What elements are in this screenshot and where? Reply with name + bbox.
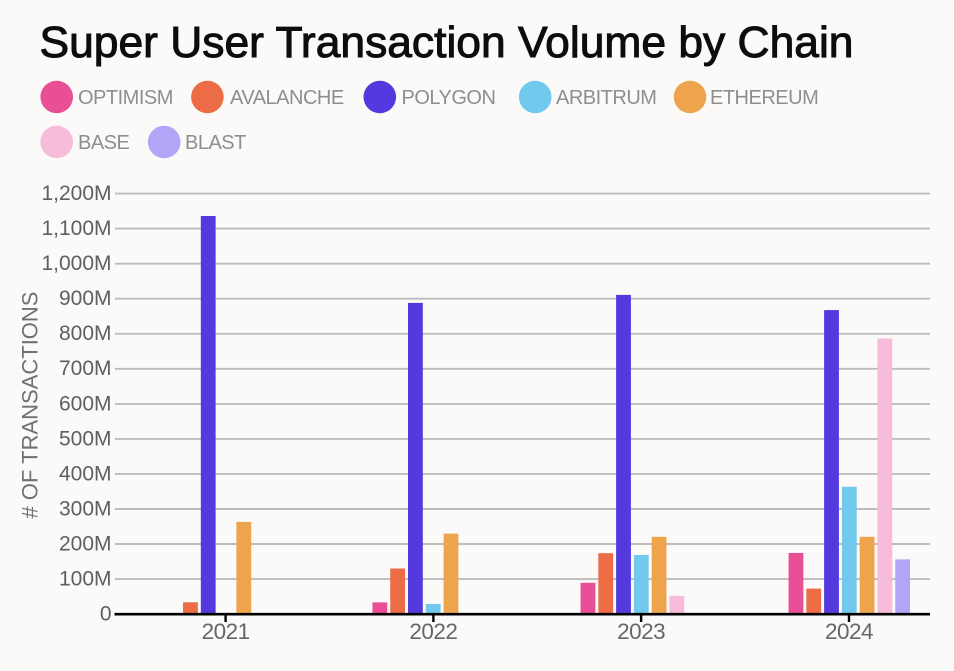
svg-text:ARBITRUM: ARBITRUM bbox=[556, 87, 656, 109]
svg-text:BLAST: BLAST bbox=[185, 132, 246, 154]
svg-text:2024: 2024 bbox=[825, 619, 873, 644]
svg-text:AVALANCHE: AVALANCHE bbox=[230, 87, 344, 109]
svg-text:200M: 200M bbox=[59, 532, 112, 555]
svg-text:2022: 2022 bbox=[409, 619, 457, 644]
svg-text:100M: 100M bbox=[59, 568, 112, 591]
svg-text:400M: 400M bbox=[59, 462, 112, 485]
svg-text:ETHEREUM: ETHEREUM bbox=[710, 87, 818, 109]
svg-text:300M: 300M bbox=[59, 497, 112, 520]
svg-text:POLYGON: POLYGON bbox=[402, 87, 496, 109]
svg-text:1,000M: 1,000M bbox=[41, 252, 111, 275]
svg-text:1,200M: 1,200M bbox=[41, 182, 111, 205]
svg-text:500M: 500M bbox=[59, 427, 112, 450]
svg-text:1,100M: 1,100M bbox=[41, 217, 111, 240]
svg-text:0: 0 bbox=[100, 603, 112, 626]
svg-text:2021: 2021 bbox=[202, 619, 250, 644]
svg-text:800M: 800M bbox=[59, 322, 112, 345]
svg-text:# OF TRANSACTIONS: # OF TRANSACTIONS bbox=[18, 292, 43, 519]
svg-text:700M: 700M bbox=[59, 357, 112, 380]
svg-text:600M: 600M bbox=[59, 392, 112, 415]
svg-text:900M: 900M bbox=[59, 287, 112, 310]
svg-text:Super User Transaction Volume: Super User Transaction Volume by Chain bbox=[40, 18, 854, 67]
svg-text:BASE: BASE bbox=[78, 132, 130, 154]
svg-text:OPTIMISM: OPTIMISM bbox=[78, 87, 173, 109]
svg-text:2023: 2023 bbox=[617, 619, 665, 644]
